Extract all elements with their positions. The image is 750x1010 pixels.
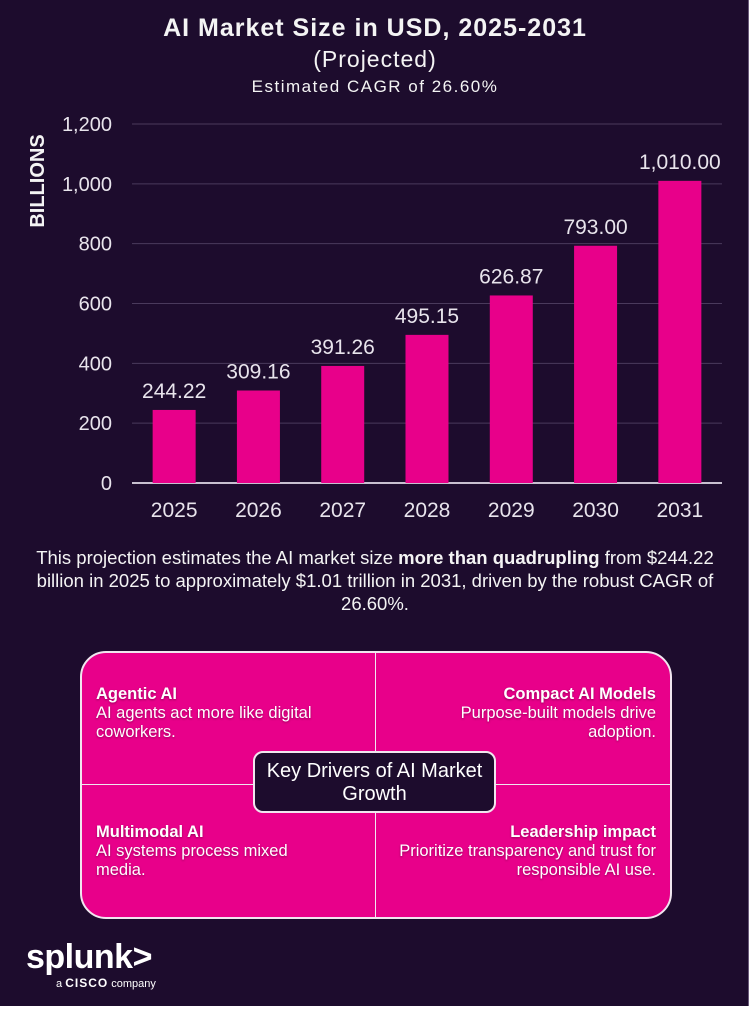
y-tick-label: 0 <box>101 473 112 495</box>
bar-2026 <box>236 390 280 483</box>
driver-title: Leadership impact <box>510 823 656 841</box>
summary-part: This projection estimates the AI market … <box>36 547 399 568</box>
bar-chart: 0 200 400 600 800 1,000 1,200 244.22 2025 309.16 2… <box>27 114 722 522</box>
x-tick-label: 2030 <box>572 499 619 522</box>
splunk-logo: splunk> a CISCO company <box>26 940 156 990</box>
x-tick-label: 2025 <box>151 499 198 522</box>
driver-title: Multimodal AI <box>96 823 204 841</box>
bar-2031 <box>658 180 702 483</box>
y-tick-label: 1,000 <box>62 174 112 196</box>
chart-caption: Estimated CAGR of 26.60% <box>251 77 499 96</box>
driver-card-compact-ai-models: Compact AI Models Purpose-built models d… <box>376 653 670 785</box>
driver-card-multimodal-ai: Multimodal AI AI systems process mixed m… <box>82 785 376 917</box>
x-tick-label: 2027 <box>319 499 366 522</box>
driver-card-leadership-impact: Leadership impact Prioritize transparenc… <box>376 785 670 917</box>
driver-text: AI agents act more like digital coworker… <box>96 704 312 741</box>
data-label: 495.15 <box>395 305 459 328</box>
driver-text: AI systems process mixed media. <box>96 842 288 879</box>
driver-title: Agentic AI <box>96 685 177 703</box>
y-tick-label: 400 <box>79 353 112 375</box>
tagline-suffix: company <box>111 978 156 990</box>
data-label: 793.00 <box>563 216 627 239</box>
driver-text: Prioritize transparency and trust for re… <box>399 842 656 879</box>
tagline-brand: CISCO <box>65 976 109 990</box>
bar-2025 <box>152 409 196 483</box>
x-tick-label: 2026 <box>235 499 282 522</box>
y-tick-label: 1,200 <box>62 114 112 136</box>
driver-title: Compact AI Models <box>503 685 657 703</box>
chart-subtitle: (Projected) <box>313 46 437 72</box>
splunk-wordmark: splunk> <box>26 938 152 976</box>
bar-2029 <box>489 295 533 483</box>
data-label: 626.87 <box>479 265 543 288</box>
cisco-tagline: a CISCO company <box>56 976 156 990</box>
summary-part: from $244.22 billion in 2025 to approxim… <box>36 547 714 614</box>
data-label: 391.26 <box>311 336 375 359</box>
bar-2030 <box>574 245 618 483</box>
x-tick-label: 2031 <box>656 499 703 522</box>
x-tick-label: 2028 <box>404 499 451 522</box>
driver-text: Purpose-built models drive adoption. <box>460 704 656 741</box>
data-label: 244.22 <box>142 380 206 403</box>
bar-2027 <box>321 365 365 483</box>
tagline-prefix: a <box>56 978 63 990</box>
driver-card-agentic-ai: Agentic AI AI agents act more like digit… <box>82 653 376 785</box>
summary-text: This projection estimates the AI market … <box>20 546 730 615</box>
data-label: 309.16 <box>226 361 290 384</box>
y-axis-label: BILLIONS <box>27 134 49 227</box>
y-tick-label: 200 <box>79 413 112 435</box>
bar-2028 <box>405 334 449 483</box>
y-tick-label: 600 <box>79 294 112 316</box>
summary-highlight: more than quadrupling <box>398 547 600 568</box>
y-tick-label: 800 <box>79 234 112 256</box>
x-tick-label: 2029 <box>488 499 535 522</box>
chart-title: AI Market Size in USD, 2025-2031 <box>163 14 587 42</box>
drivers-center-label: Key Drivers of AI Market Growth <box>253 751 496 813</box>
data-label: 1,010.00 <box>639 151 721 174</box>
